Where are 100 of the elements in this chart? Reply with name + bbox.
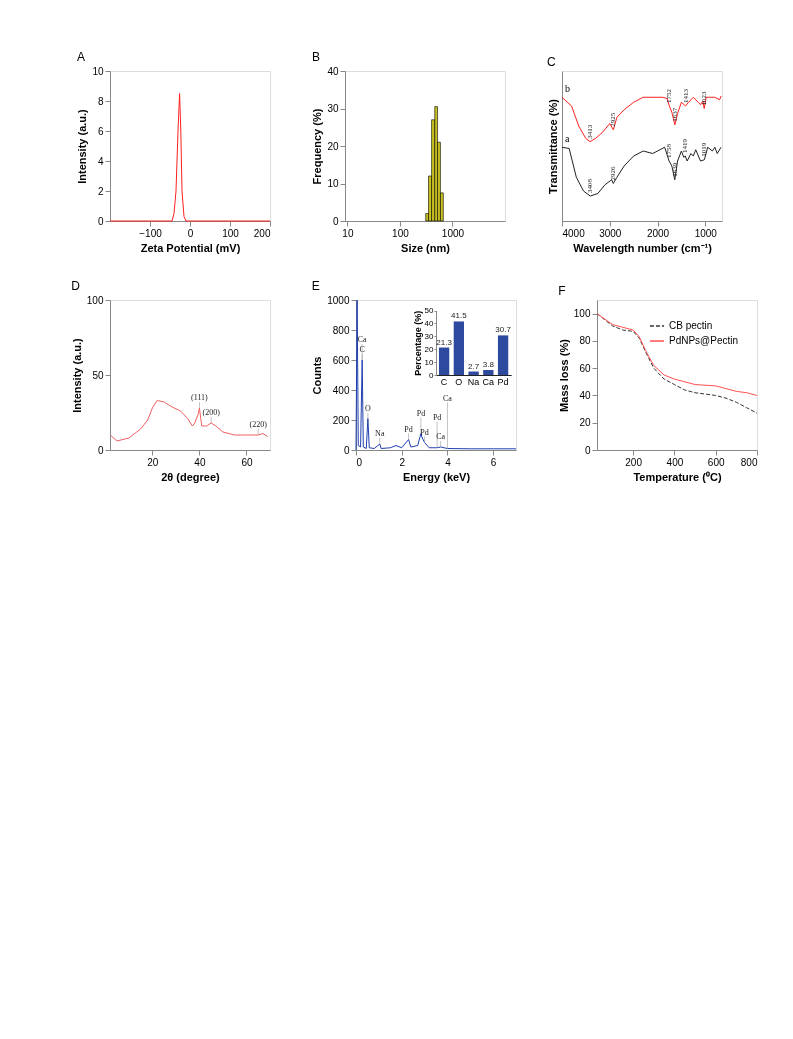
x-tick-label: 1000: [694, 227, 718, 239]
y-axis-title: Transmittance (%): [546, 98, 559, 194]
chart-title: F: [558, 284, 566, 298]
y-axis-title: Percentage (%): [412, 310, 423, 376]
x-tick-label: 100: [222, 227, 240, 239]
y-tick-label: 80: [579, 335, 591, 347]
y-axis-title: Mass loss (%): [557, 338, 570, 412]
y-tick-label: 20: [327, 140, 339, 152]
y-tick-label: 0: [332, 215, 339, 227]
chart-title: D: [71, 279, 81, 293]
legend-label: CB pectin: [669, 320, 713, 331]
y-tick-label: 60: [579, 362, 591, 374]
legend-label: PdNPs@Pectin: [669, 335, 739, 346]
annotation: (200): [202, 408, 221, 417]
x-axis-title: Wavelength number (cm⁻¹): [573, 241, 713, 254]
data-label: 41.5: [451, 311, 468, 321]
annotation: C: [359, 345, 365, 354]
annotation: (220): [249, 420, 268, 429]
x-tick-label: O: [455, 376, 463, 387]
y-tick-label: 20: [424, 344, 435, 354]
y-tick-label: 40: [579, 389, 591, 401]
x-tick-label: −100: [139, 227, 163, 239]
bar: [453, 321, 465, 375]
x-tick-label: 40: [194, 456, 206, 468]
line-series: [110, 400, 269, 442]
y-tick-label: 8: [97, 95, 104, 107]
x-tick-label: Ca: [482, 376, 495, 387]
annotation: Ca: [357, 335, 368, 344]
y-tick-label: 400: [332, 384, 350, 396]
bar: [438, 347, 450, 375]
x-axis-title: Size (nm): [401, 241, 451, 254]
y-axis-title: Counts: [311, 356, 324, 395]
annotation: Pd: [420, 427, 429, 437]
y-tick-label: 0: [97, 215, 104, 227]
x-tick-label: 800: [740, 456, 758, 468]
annotation: Pd: [404, 424, 413, 434]
x-tick-label: 0: [356, 456, 363, 468]
series-label: b: [565, 83, 570, 95]
line-series: [596, 313, 758, 396]
annotation: O: [365, 403, 371, 413]
annotation: Pd: [416, 408, 426, 418]
annotation: Na: [375, 429, 385, 438]
x-tick-label: 60: [241, 456, 253, 468]
y-tick-label: 20: [579, 417, 591, 429]
y-axis-title: Frequency (%): [311, 108, 324, 185]
x-tick-label: 1000: [441, 227, 465, 239]
y-tick-label: 40: [424, 318, 435, 328]
series-label: a: [565, 133, 570, 145]
y-tick-label: 100: [86, 294, 104, 306]
data-label: 30.7: [495, 325, 512, 335]
x-tick-label: 600: [707, 456, 725, 468]
x-tick-label: 100: [392, 227, 410, 239]
x-tick-label: 200: [253, 227, 271, 239]
y-tick-label: 10: [92, 65, 104, 77]
y-tick-label: 0: [97, 444, 104, 456]
y-tick-label: 0: [584, 444, 591, 456]
x-tick-label: 4: [445, 456, 452, 468]
annotation: Ca: [436, 432, 446, 441]
y-tick-label: 30: [424, 331, 435, 341]
x-tick-label: Na: [467, 376, 480, 387]
y-tick-label: 0: [343, 444, 350, 456]
y-axis-title: Intensity (a.u.): [70, 337, 83, 413]
y-axis-title: Intensity (a.u.): [76, 108, 89, 184]
x-axis-title: Energy (keV): [402, 470, 471, 483]
y-tick-label: 2: [97, 185, 104, 197]
y-tick-label: 600: [332, 354, 350, 366]
x-tick-label: 0: [187, 227, 194, 239]
y-tick-label: 30: [327, 103, 339, 114]
chart-title: A: [76, 50, 85, 64]
y-tick-label: 6: [97, 125, 104, 137]
x-tick-label: 2: [399, 456, 406, 468]
line-series: [596, 313, 758, 414]
annotation: Ca: [442, 393, 453, 403]
x-tick-label: 4000: [562, 227, 586, 239]
y-tick-label: 50: [92, 369, 104, 381]
data-label: 21.3: [436, 337, 453, 347]
annotation: (111): [191, 393, 209, 402]
x-tick-label: 200: [625, 456, 643, 468]
y-tick-label: 200: [332, 414, 350, 426]
x-tick-label: 20: [147, 456, 159, 468]
x-axis-title: Zeta Potential (mV): [140, 241, 241, 254]
y-tick-label: 50: [424, 306, 435, 315]
y-tick-label: 1000: [327, 294, 350, 306]
data-label: 3.8: [482, 360, 495, 370]
bar: [468, 371, 479, 375]
chart-title: E: [311, 279, 320, 293]
bar: [497, 335, 509, 375]
y-tick-label: 4: [97, 155, 104, 167]
y-tick-label: 10: [424, 357, 435, 367]
y-tick-label: 800: [332, 324, 350, 336]
x-tick-label: 6: [490, 456, 497, 468]
annotation: Pd: [432, 412, 442, 422]
y-tick-label: 100: [573, 308, 591, 320]
chart-title: B: [311, 50, 320, 64]
x-tick-label: 3000: [599, 227, 622, 239]
y-tick-label: 10: [327, 178, 339, 189]
y-tick-label: 40: [327, 65, 339, 77]
bar: [483, 370, 494, 375]
chart-title: C: [547, 55, 556, 69]
x-axis-title: Temperature (⁰C): [633, 470, 722, 483]
